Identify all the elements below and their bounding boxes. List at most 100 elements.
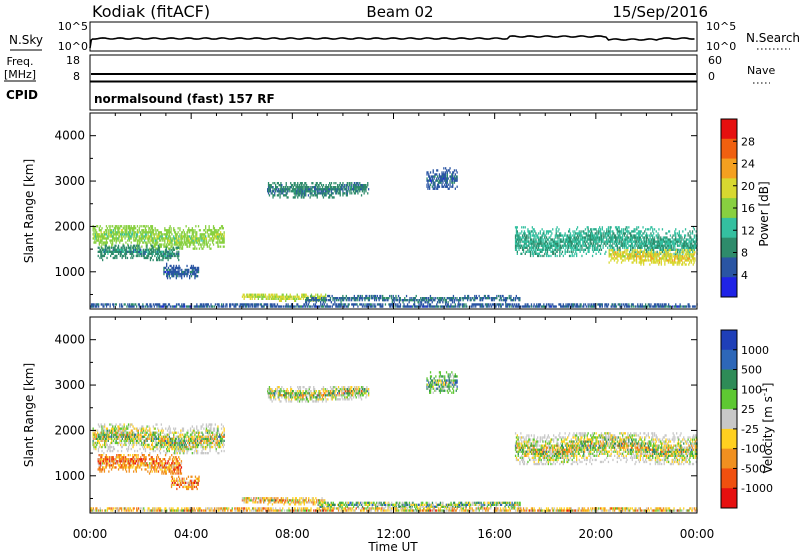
data-cell <box>556 246 558 249</box>
data-cell <box>620 255 623 258</box>
data-cell <box>274 305 276 308</box>
data-cell <box>535 246 537 249</box>
data-cell <box>104 231 106 234</box>
data-cell <box>142 303 144 306</box>
data-cell <box>151 239 153 242</box>
data-cell <box>203 233 205 236</box>
data-cell <box>617 253 619 256</box>
data-cell <box>537 248 540 251</box>
data-cell <box>210 237 212 240</box>
data-cell <box>157 252 160 255</box>
data-cell <box>618 236 620 239</box>
data-cell <box>682 263 684 266</box>
data-cell <box>567 242 569 245</box>
data-cell <box>148 231 150 234</box>
data-cell <box>560 244 562 247</box>
data-cell <box>659 240 661 243</box>
data-cell <box>633 257 635 260</box>
data-cell <box>321 190 324 193</box>
data-cell <box>607 234 610 237</box>
data-cell <box>333 182 335 185</box>
data-cell <box>156 258 159 262</box>
data-cell <box>298 192 301 195</box>
data-cell <box>319 182 321 185</box>
data-cell <box>483 305 485 308</box>
data-cell <box>656 253 658 256</box>
data-cell <box>693 253 695 256</box>
data-cell <box>439 299 441 302</box>
data-cell <box>681 244 683 247</box>
data-cell <box>207 303 209 306</box>
data-cell <box>158 231 161 234</box>
data-cell <box>124 235 126 238</box>
data-cell <box>165 233 167 236</box>
data-cell <box>574 234 576 237</box>
data-cell <box>174 241 176 244</box>
data-cell <box>195 239 197 242</box>
data-cell <box>369 305 371 308</box>
data-cell <box>434 305 436 308</box>
data-cell <box>445 305 448 308</box>
data-cell <box>547 246 549 249</box>
data-cell <box>373 305 375 308</box>
data-cell <box>481 303 483 306</box>
data-cell <box>188 239 190 242</box>
data-cell <box>282 192 284 195</box>
data-cell <box>192 272 194 276</box>
data-cell <box>643 249 646 252</box>
data-cell <box>197 239 200 242</box>
data-cell <box>673 240 675 243</box>
data-cell <box>456 175 458 178</box>
data-cell <box>147 237 149 240</box>
data-cell <box>289 293 291 296</box>
data-cell <box>102 237 104 240</box>
data-cell <box>303 192 305 195</box>
data-cell <box>627 242 629 245</box>
data-cell <box>572 240 574 243</box>
data-cell <box>689 261 691 264</box>
data-cell <box>687 238 689 241</box>
data-cell <box>640 255 642 258</box>
data-cell <box>628 253 630 256</box>
data-cell <box>616 253 618 256</box>
data-cell <box>654 240 657 243</box>
data-cell <box>434 181 436 184</box>
data-cell <box>170 250 172 253</box>
data-cell <box>283 190 286 193</box>
data-cell <box>239 305 241 308</box>
data-cell <box>645 244 647 247</box>
data-cell <box>601 238 603 241</box>
data-cell <box>539 236 541 239</box>
data-cell <box>445 181 448 184</box>
data-cell <box>151 227 154 230</box>
data-cell <box>112 248 114 251</box>
data-cell <box>283 186 285 189</box>
data-cell <box>691 253 693 256</box>
data-cell <box>133 246 135 249</box>
data-cell <box>318 299 320 302</box>
data-cell <box>113 248 115 251</box>
data-cell <box>335 192 337 195</box>
data-cell <box>691 246 693 249</box>
data-cell <box>282 190 284 193</box>
data-cell <box>643 251 645 254</box>
data-cell <box>674 261 676 264</box>
data-cell <box>170 231 172 234</box>
data-cell <box>205 239 208 242</box>
data-cell <box>114 231 116 234</box>
data-cell <box>132 229 134 232</box>
data-cell <box>515 244 518 247</box>
data-cell <box>177 239 179 242</box>
data-cell <box>309 305 311 308</box>
data-cell <box>156 305 158 308</box>
data-cell <box>622 244 624 247</box>
data-cell <box>173 252 175 255</box>
data-cell <box>557 234 559 237</box>
data-cell <box>526 250 528 253</box>
data-cell <box>127 233 130 236</box>
data-cell <box>668 238 670 241</box>
data-cell <box>289 295 291 298</box>
data-cell <box>320 192 322 195</box>
data-cell <box>105 305 108 308</box>
data-cell <box>488 297 490 300</box>
